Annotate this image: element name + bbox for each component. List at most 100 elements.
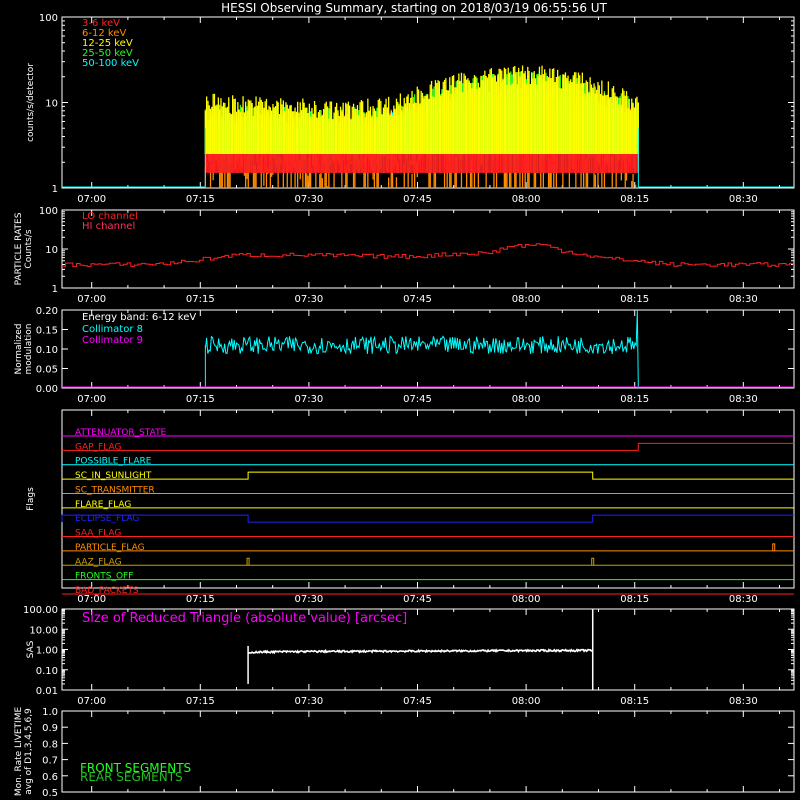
legend-entry: LO channel <box>82 211 138 222</box>
flag-label: SC_IN_SUNLIGHT <box>75 471 152 481</box>
y-tick-label: 0.5 <box>42 788 58 799</box>
time-tick-label: 07:00 <box>77 294 106 305</box>
panels: 07:00 07:15 07:30 07:45 08:00 08:15 08:30 1 10 10… <box>14 13 795 799</box>
y-tick-label: 0.8 <box>42 739 58 750</box>
panel-frame <box>61 409 795 589</box>
legend-entry: REAR SEGMENTS <box>80 770 183 784</box>
flag-label: GAP_FLAG <box>75 442 121 452</box>
time-tick-label: 07:00 <box>77 696 106 707</box>
time-tick-label: 07:45 <box>403 594 432 605</box>
flag-label: AAZ_FLAG <box>75 557 122 567</box>
flag-sc-in-sunlight: SC_IN_SUNLIGHT <box>62 471 794 481</box>
y-axis-label: Mon. Rate LIVETIME <box>14 707 24 797</box>
flag-label: SAA_FLAG <box>75 529 121 539</box>
time-tick-label: 07:15 <box>186 194 215 205</box>
y-tick-label: 0.7 <box>42 756 58 767</box>
time-tick-label: 07:15 <box>186 696 215 707</box>
flag-eclipse-flag: ECLIPSE_FLAG <box>61 514 794 524</box>
y-tick-label: 0.05 <box>36 365 58 376</box>
time-tick-label: 07:30 <box>294 294 323 305</box>
time-tick-label: 07:00 <box>77 394 106 405</box>
time-tick-label: 07:30 <box>294 394 323 405</box>
time-tick-label: 07:15 <box>186 594 215 605</box>
flag-gap-flag: GAP_FLAG <box>62 442 794 452</box>
sas-series <box>247 648 593 655</box>
y-axis-label: Counts/s <box>24 229 34 268</box>
time-tick-label: 08:00 <box>512 294 541 305</box>
time-tick-label: 08:00 <box>512 594 541 605</box>
flag-label: FRONTS_OFF <box>75 572 133 582</box>
y-axis-label: SAS <box>26 640 36 658</box>
panel-livetime: 1.0 0.9 0.8 0.7 0.6 0.5 Mon. Rate LIVETIME avg … <box>14 707 795 799</box>
time-tick-label: 08:30 <box>729 294 758 305</box>
time-tick-label: 07:00 <box>77 594 106 605</box>
flag-particle-flag: PARTICLE_FLAG <box>62 543 794 553</box>
figure-title: HESSI Observing Summary, starting on 201… <box>221 1 607 15</box>
flag-pulse <box>591 557 595 566</box>
y-tick-label: 10.00 <box>29 625 58 636</box>
time-tick-label: 08:00 <box>512 194 541 205</box>
y-tick-label: 0.6 <box>42 772 58 783</box>
flag-line <box>61 514 794 523</box>
flag-aaz-flag: AAZ_FLAG <box>62 557 794 567</box>
panel-sas: 07:00 07:15 07:30 07:45 08:00 08:15 08:30 100.0… <box>23 605 795 707</box>
time-tick-label: 08:30 <box>729 394 758 405</box>
panel-flags: 07:00 07:15 07:30 07:45 08:00 08:15 08:30 Flags… <box>26 409 795 605</box>
flag-label: PARTICLE_FLAG <box>75 543 145 553</box>
time-tick-label: 07:30 <box>294 194 323 205</box>
energy-band-label: Energy band: 6-12 keV <box>82 312 196 323</box>
time-tick-label: 08:15 <box>620 194 649 205</box>
flag-label: BAD_PACKETS <box>75 586 139 596</box>
time-tick-label: 08:15 <box>620 696 649 707</box>
y-tick-label: 100 <box>39 13 58 24</box>
flag-pulse <box>246 557 250 566</box>
time-tick-label: 08:30 <box>729 194 758 205</box>
legend-entry: 6-12 keV <box>82 28 126 39</box>
y-tick-label: 0.10 <box>36 345 58 356</box>
time-tick-label: 08:30 <box>729 594 758 605</box>
flag-label: FLARE_FLAG <box>75 500 131 510</box>
legend-entry: 12-25 keV <box>82 38 133 49</box>
y-tick-label: 100 <box>39 206 58 217</box>
series-lo-channel <box>62 243 794 267</box>
y-tick-label: 10 <box>45 99 58 110</box>
y-tick-label: 0.15 <box>36 326 58 337</box>
sas-annotation: Size of Reduced Triangle (absolute value… <box>82 611 407 626</box>
flag-attenuator-state: ATTENUATOR_STATE <box>62 428 794 438</box>
y-tick-label: 1.0 <box>42 707 58 718</box>
legend-entry: Collimator 8 <box>82 324 143 335</box>
flag-label: POSSIBLE_FLARE <box>75 457 152 467</box>
series-collimator-8 <box>204 309 639 389</box>
flag-possible-flare: POSSIBLE_FLARE <box>62 457 794 467</box>
legend-entry: 3-6 keV <box>82 18 120 29</box>
time-tick-label: 07:00 <box>77 194 106 205</box>
legend-entry: HI channel <box>82 221 135 232</box>
y-tick-label: 0.10 <box>36 666 58 677</box>
y-axis-label: avg of D1,3,4,5,6,9 <box>24 708 34 795</box>
time-tick-label: 08:15 <box>620 394 649 405</box>
panel-particle: 07:00 07:15 07:30 07:45 08:00 08:15 08:30 1 10 10… <box>14 206 795 305</box>
time-tick-label: 07:45 <box>403 194 432 205</box>
panel-frame <box>61 710 795 793</box>
flag-fronts-off: FRONTS_OFF <box>62 572 794 582</box>
y-axis-label: counts/s/detector <box>26 63 36 142</box>
flag-pulse <box>772 543 776 551</box>
y-tick-label: 0.00 <box>36 384 58 395</box>
y-tick-label: 1 <box>52 184 58 195</box>
time-tick-label: 07:45 <box>403 394 432 405</box>
flag-label: SC_TRANSMITTER <box>75 485 155 495</box>
flag-bad-packets: BAD_PACKETS <box>62 586 794 596</box>
y-tick-label: 0.20 <box>36 306 58 317</box>
time-tick-label: 07:15 <box>186 394 215 405</box>
legend-entry: Collimator 9 <box>82 335 143 346</box>
flag-label: ATTENUATOR_STATE <box>75 428 167 438</box>
y-tick-label: 1.00 <box>36 646 58 657</box>
panel-modulation: 07:00 07:15 07:30 07:45 08:00 08:15 08:30 0.00 0… <box>14 306 795 405</box>
y-axis-label: modulation <box>24 324 34 375</box>
flag-sc-transmitter: SC_TRANSMITTER <box>62 485 794 495</box>
y-axis-label: Flags <box>26 487 36 511</box>
time-tick-label: 07:45 <box>403 294 432 305</box>
y-tick-label: 10 <box>45 245 58 256</box>
y-tick-label: 100.00 <box>23 605 58 616</box>
